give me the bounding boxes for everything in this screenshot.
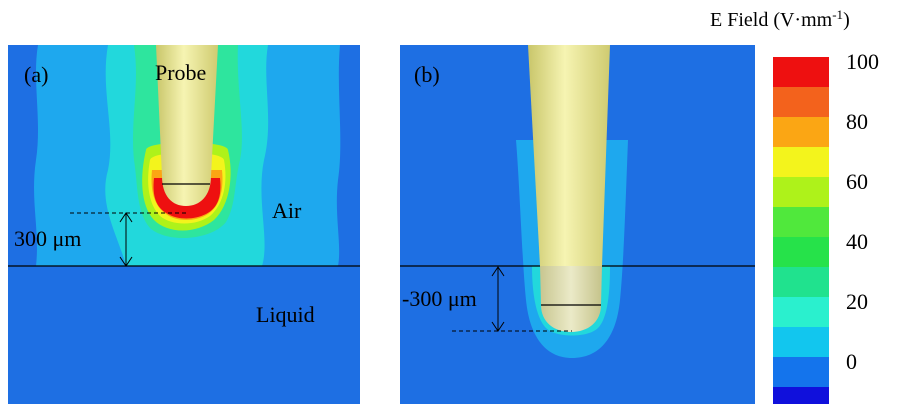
colorbar-tick-label: 100 — [846, 49, 879, 74]
air-label: Air — [272, 198, 302, 223]
distance-label-a: 300 μm — [14, 226, 81, 251]
liquid-region-a — [8, 266, 360, 404]
colorbar-swatch — [773, 297, 829, 327]
colorbar-swatch — [773, 357, 829, 387]
colorbar-swatch — [773, 387, 829, 404]
panel-b-label: (b) — [414, 62, 440, 87]
colorbar-swatch — [773, 87, 829, 117]
colorbar-title: E Field (V·mm-1) — [710, 7, 850, 31]
colorbar-tick-label: 0 — [846, 349, 857, 374]
probe-a — [156, 45, 218, 206]
distance-label-b: -300 μm — [402, 286, 477, 311]
colorbar-swatch — [773, 327, 829, 357]
colorbar-swatch — [773, 57, 829, 87]
arrow-head-top-a — [119, 212, 133, 223]
colorbar-title-exponent: -1 — [832, 7, 843, 22]
colorbar-ticks: 100 80 60 40 20 0 — [846, 49, 879, 374]
arrow-head-bottom-b — [491, 321, 505, 332]
arrow-head-top-b — [491, 266, 505, 277]
colorbar-swatch — [773, 237, 829, 267]
colorbar-tick-label: 20 — [846, 289, 868, 314]
panel-b — [400, 45, 755, 404]
colorbar-tick-label: 80 — [846, 109, 868, 134]
panel-a-label: (a) — [24, 62, 48, 87]
colorbar-swatch — [773, 207, 829, 237]
probe-label: Probe — [155, 60, 206, 85]
colorbar-title-close: ) — [843, 9, 850, 31]
probe-b — [528, 45, 610, 266]
panel-a — [8, 45, 360, 404]
liquid-label: Liquid — [256, 302, 315, 327]
colorbar-tick-label: 60 — [846, 169, 868, 194]
colorbar-tick-label: 40 — [846, 229, 868, 254]
colorbar-swatch — [773, 177, 829, 207]
colorbar-swatches — [773, 57, 829, 404]
colorbar-title-main: E Field (V·mm — [710, 9, 833, 31]
probe-b-immersed — [540, 266, 602, 332]
colorbar-swatch — [773, 117, 829, 147]
colorbar-swatch — [773, 267, 829, 297]
arrow-head-bottom-a — [119, 256, 133, 267]
colorbar-swatch — [773, 147, 829, 177]
